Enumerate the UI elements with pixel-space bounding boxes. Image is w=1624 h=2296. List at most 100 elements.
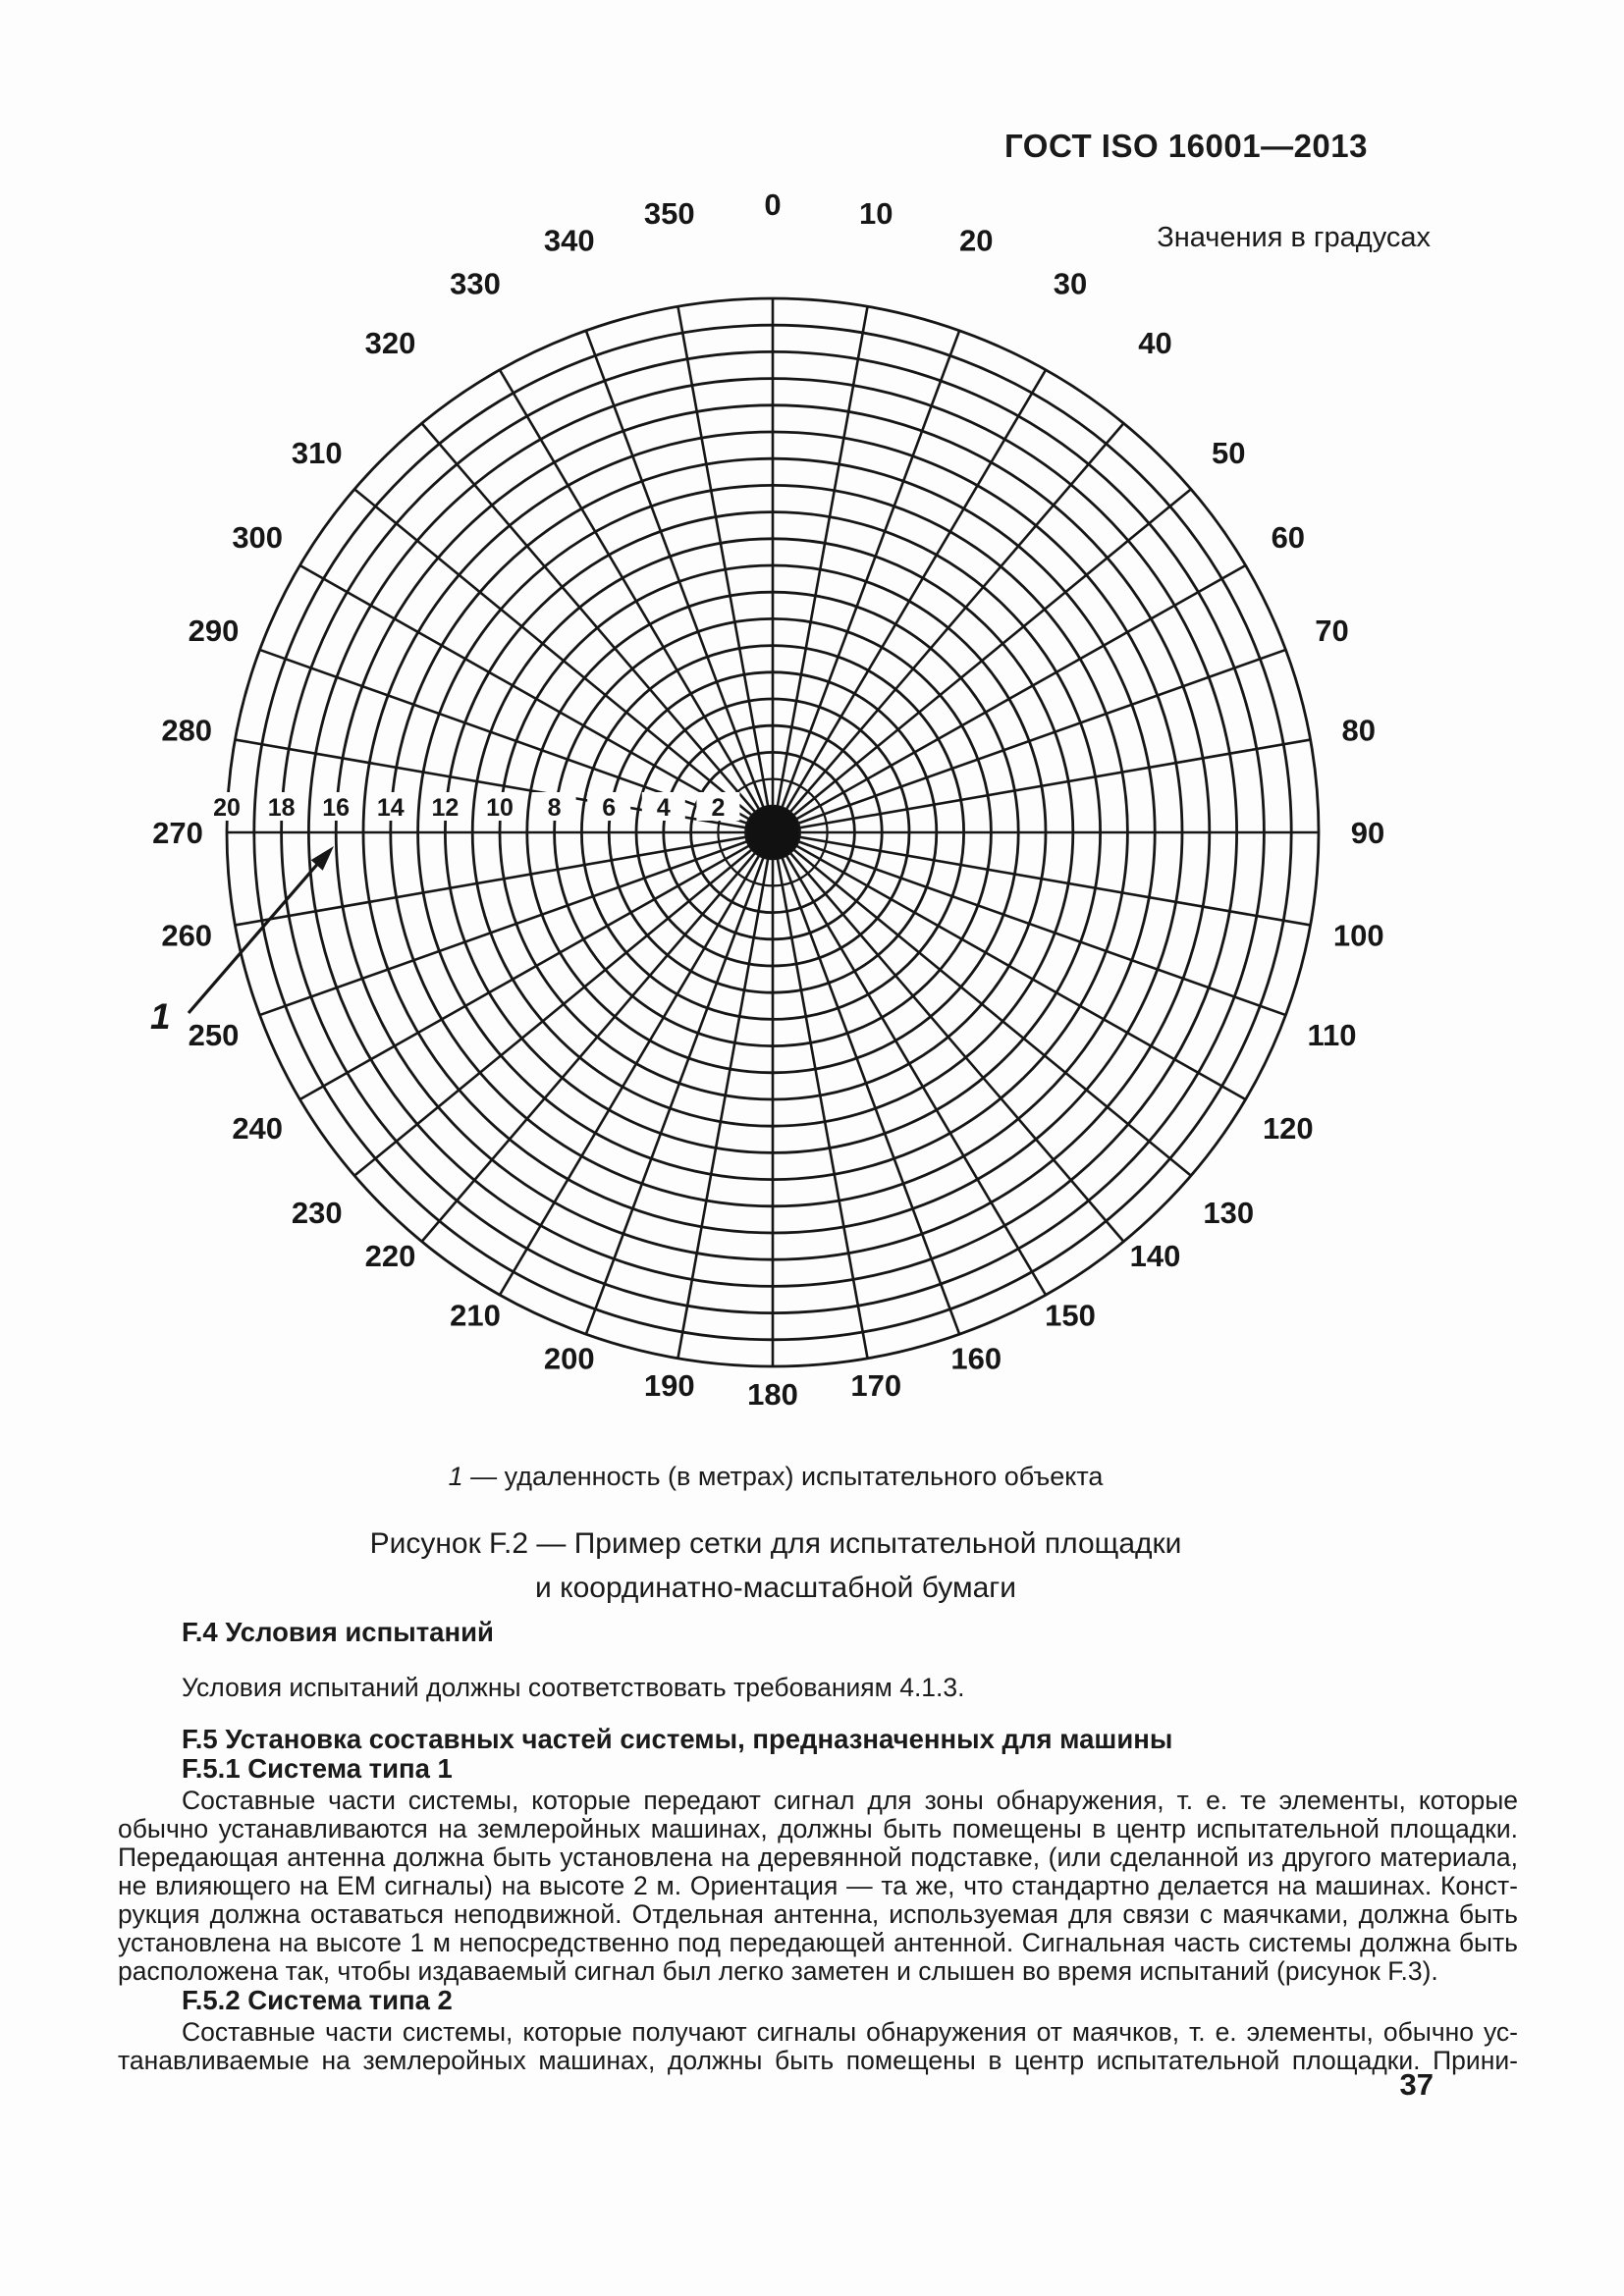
legend-callout-number: 1 — [448, 1462, 463, 1491]
body-line: установлена на высоте 1 м непосредственн… — [118, 1929, 1518, 1957]
radial-tick-label: 6 — [602, 794, 616, 822]
degree-label: 80 — [1342, 713, 1376, 747]
radial-tick-label: 20 — [213, 794, 241, 822]
grid-spoke — [772, 422, 1125, 833]
callout-label: 1 — [150, 996, 171, 1037]
grid-spoke — [772, 648, 1286, 834]
degree-label: 90 — [1351, 816, 1384, 850]
grid-spoke — [353, 830, 774, 1177]
degree-label: 0 — [764, 187, 781, 222]
radial-tick-label: 14 — [377, 794, 405, 822]
grid-spoke — [584, 330, 775, 833]
degree-label: 260 — [161, 919, 212, 953]
radial-tick-label: 4 — [657, 794, 671, 822]
radial-label-mask — [259, 792, 303, 821]
body-line: рукция должна оставаться неподвижной. От… — [118, 1900, 1518, 1929]
section-heading: F.5 Установка составных частей системы, … — [182, 1724, 1173, 1754]
grid-spoke — [498, 831, 775, 1296]
degree-label: 300 — [232, 520, 283, 555]
grid-spoke — [771, 306, 869, 833]
grid-center — [746, 806, 799, 859]
degree-label: 320 — [365, 326, 416, 360]
figure-caption-line1: Рисунок F.2 — Пример сетки для испытател… — [369, 1527, 1182, 1560]
degree-label: 340 — [544, 223, 595, 257]
grid-spoke — [771, 369, 1048, 833]
grid-spoke — [771, 831, 869, 1359]
grid-spoke — [771, 831, 1048, 1296]
degree-label: 290 — [189, 614, 240, 648]
radial-label-mask — [205, 792, 248, 821]
radial-label-mask — [314, 792, 358, 821]
radial-label-mask — [423, 792, 467, 821]
body-line: обычно устанавливаются на землеройных ма… — [118, 1815, 1518, 1843]
units-note: Значения в градусах — [1157, 222, 1431, 253]
grid-spoke — [677, 306, 775, 833]
grid-spoke — [298, 563, 774, 834]
grid-spoke — [420, 831, 774, 1243]
grid-spoke — [772, 563, 1247, 834]
grid-spoke — [677, 831, 775, 1359]
radial-tick-label: 2 — [711, 794, 725, 822]
degree-label: 310 — [292, 436, 343, 470]
standard-code-header: ГОСТ ISO 16001—2013 — [1004, 128, 1368, 164]
body-line: Составные части системы, которые передаю… — [182, 1787, 1518, 1815]
legend-text: — удаленность (в метрах) испытательного … — [462, 1462, 1104, 1491]
degree-label: 50 — [1212, 436, 1245, 470]
body-line: не влияющего на ЕМ сигналы) на высоте 2 … — [118, 1872, 1518, 1900]
degree-label: 230 — [292, 1196, 343, 1230]
degree-label: 40 — [1138, 326, 1171, 360]
figure-caption-line2: и координатно-масштабной бумаги — [535, 1572, 1016, 1604]
degree-label: 240 — [232, 1111, 283, 1146]
grid-spoke — [771, 330, 961, 833]
degree-label: 30 — [1054, 267, 1087, 301]
degree-label: 130 — [1203, 1196, 1254, 1230]
radial-label-mask — [696, 792, 740, 821]
polar-grid-figure: 20 18 16 14 12 10 8 6 4 20 10203040506070809010011… — [150, 187, 1384, 1412]
degree-label: 10 — [859, 196, 893, 231]
section-heading: F.4 Условия испытаний — [182, 1617, 494, 1647]
degree-label: 220 — [365, 1239, 416, 1273]
body-line: Составные части системы, которые получаю… — [182, 2018, 1518, 2047]
degree-label: 330 — [450, 267, 501, 301]
figure-f2: 20 18 16 14 12 10 8 6 4 2 0 10 20 30 40 50 60 70 80 90 100 11… — [93, 147, 1478, 1482]
grid-spoke — [772, 830, 1247, 1101]
degree-label: 280 — [161, 713, 212, 747]
degree-label: 60 — [1272, 520, 1305, 555]
page-number: 37 — [1399, 2067, 1434, 2102]
callout-arrowhead — [310, 846, 334, 871]
figure-caption: Рисунок F.2 — Пример сетки для испытател… — [118, 1522, 1434, 1610]
degree-label: 180 — [747, 1377, 798, 1412]
grid-spoke — [298, 830, 774, 1101]
degree-label: 120 — [1263, 1111, 1314, 1146]
degree-label: 270 — [152, 816, 203, 850]
degree-label: 250 — [189, 1018, 240, 1052]
degree-label: 170 — [850, 1368, 901, 1403]
radial-label-mask — [478, 792, 521, 821]
grid-spoke — [235, 830, 774, 927]
grid-spoke — [353, 488, 774, 834]
body-line: Условия испытаний должны соответствовать… — [182, 1673, 965, 1702]
degree-label: 20 — [959, 223, 993, 257]
radial-label-mask — [368, 792, 412, 821]
text-sections: F.4 Условия испытаний Условия испытаний д… — [118, 1618, 1518, 2075]
grid-spoke — [259, 648, 774, 834]
grid-spoke — [584, 831, 775, 1335]
grid-spoke — [498, 369, 775, 833]
figure-legend: 1 — удаленность (в метрах) испытательног… — [118, 1462, 1434, 1492]
radial-tick-label: 16 — [322, 794, 350, 822]
section-heading: F.5.2 Система типа 2 — [182, 1985, 453, 2015]
degree-label: 350 — [644, 196, 695, 231]
degree-label: 190 — [644, 1368, 695, 1403]
degree-label: 160 — [950, 1342, 1001, 1376]
degree-label: 140 — [1130, 1239, 1181, 1273]
degree-label: 100 — [1333, 919, 1384, 953]
grid-spoke — [771, 831, 961, 1335]
grid-spoke — [772, 830, 1286, 1017]
degree-label: 210 — [450, 1298, 501, 1332]
grid-spoke — [772, 831, 1125, 1243]
radial-tick-label: 10 — [486, 794, 514, 822]
radial-label-mask — [587, 792, 631, 821]
grid-spoke — [420, 422, 774, 833]
degree-label: 200 — [544, 1342, 595, 1376]
